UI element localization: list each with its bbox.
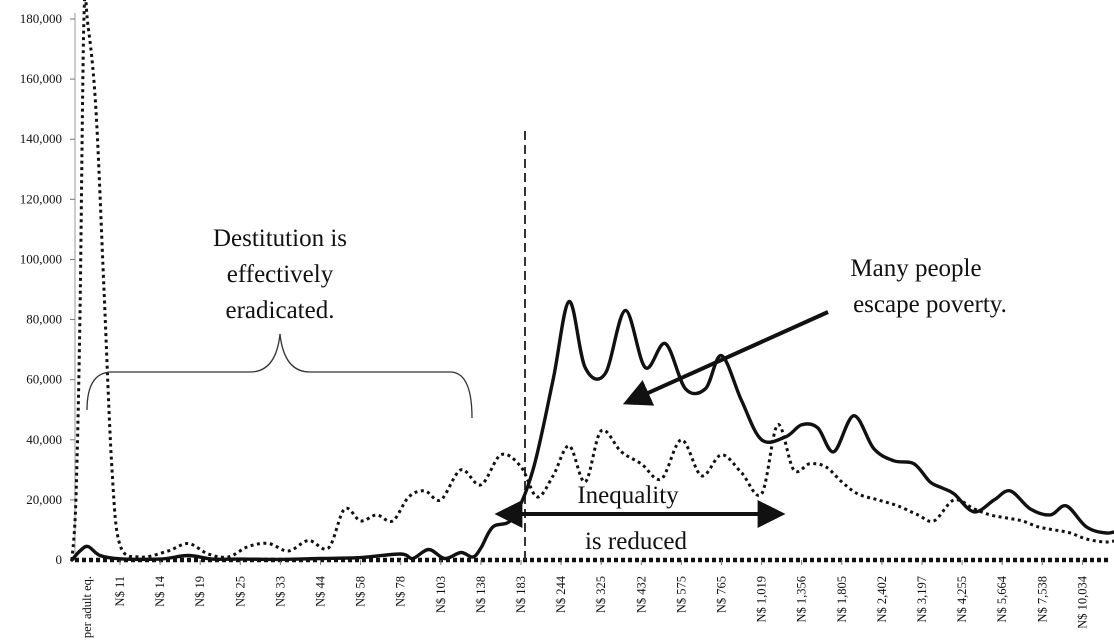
x-tick-label: N$ 575 — [674, 576, 688, 613]
x-tick-label: N$ 44 — [314, 575, 328, 607]
inequality-line-1: Inequality — [577, 482, 679, 509]
series-layer — [70, 0, 1114, 562]
y-tick-label: 160,000 — [20, 71, 62, 86]
curly-brace — [86, 333, 473, 419]
x-tick-label: N$ 10,034 — [1075, 575, 1089, 629]
x-tick-label: N$ 1,805 — [835, 576, 849, 623]
series-solid-line — [70, 299, 1114, 562]
destitution-line-3: eradicated. — [226, 297, 335, 324]
x-tick-label: N$ 765 — [715, 576, 729, 613]
x-tick-label: N$ 244 — [554, 575, 568, 613]
x-axis-label: per adult eq. — [80, 576, 94, 638]
inequality-annotation: Inequality is reduced — [494, 482, 786, 555]
destitution-annotation: Destitution is effectively eradicated. — [86, 225, 473, 419]
x-tick-label: N$ 58 — [354, 576, 368, 607]
destitution-line-1: Destitution is — [213, 225, 347, 252]
x-tick-label: N$ 183 — [514, 576, 528, 613]
x-axis: per adult eq. N$ 11 N$ 14 N$ 19 N$ 25 N$ 33 N$… — [75, 557, 1110, 638]
escape-line-1: Many people — [850, 255, 981, 282]
series-dotted-line — [70, 0, 1114, 561]
x-tick-label: N$ 78 — [394, 576, 408, 607]
x-tick-label: N$ 5,664 — [995, 575, 1009, 622]
x-tick-label: N$ 14 — [153, 575, 167, 607]
x-tick-label: N$ 11 — [113, 576, 127, 606]
x-tick-label: N$ 2,402 — [875, 576, 889, 623]
y-tick-label: 80,000 — [26, 312, 62, 327]
x-tick-label: N$ 103 — [434, 576, 448, 613]
y-tick-label: 60,000 — [26, 372, 62, 387]
x-tick-label: N$ 33 — [273, 576, 287, 607]
inequality-line-2: is reduced — [585, 528, 688, 555]
x-tick-label: N$ 138 — [474, 576, 488, 613]
destitution-line-2: effectively — [227, 261, 334, 288]
x-tick-label: N$ 325 — [594, 576, 608, 613]
y-tick-label: 40,000 — [26, 432, 62, 447]
y-tick-label: 140,000 — [20, 131, 62, 146]
x-tick-label: N$ 1,356 — [795, 576, 809, 623]
y-tick-label: 180,000 — [20, 11, 62, 26]
escape-line-2: escape poverty. — [853, 291, 1007, 318]
x-tick-label: N$ 3,197 — [915, 576, 929, 623]
x-tick-label: N$ 1,019 — [755, 576, 769, 623]
escape-arrow — [622, 310, 829, 406]
x-tick-label: N$ 432 — [634, 576, 648, 613]
y-tick-label: 120,000 — [20, 191, 62, 206]
x-tick-label: N$ 19 — [193, 576, 207, 607]
x-tick-label: N$ 25 — [233, 576, 247, 607]
x-tick-label: N$ 4,255 — [955, 576, 969, 623]
y-axis: 0 20,000 40,000 60,000 80,000 100,000 120,000 1… — [20, 11, 76, 567]
y-tick-label: 100,000 — [20, 251, 62, 266]
escape-annotation: Many people escape poverty. — [622, 255, 1007, 406]
y-tick-label: 0 — [56, 552, 63, 567]
x-tick-label: N$ 7,538 — [1035, 576, 1049, 623]
y-tick-label: 20,000 — [26, 492, 62, 507]
